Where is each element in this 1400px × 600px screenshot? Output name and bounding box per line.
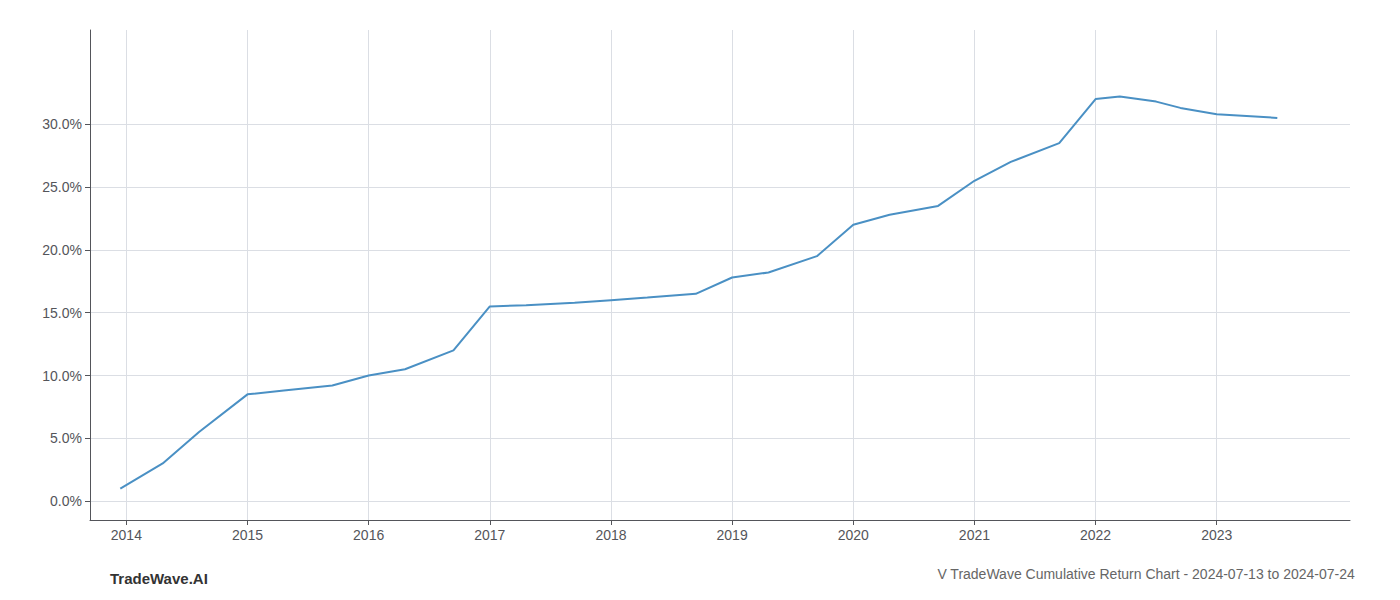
svg-text:30.0%: 30.0% <box>42 116 82 132</box>
svg-text:2023: 2023 <box>1201 527 1232 543</box>
svg-text:2015: 2015 <box>232 527 263 543</box>
svg-text:2014: 2014 <box>111 527 142 543</box>
svg-text:15.0%: 15.0% <box>42 305 82 321</box>
svg-text:10.0%: 10.0% <box>42 368 82 384</box>
svg-text:TradeWave.AI: TradeWave.AI <box>110 570 208 587</box>
svg-text:2020: 2020 <box>838 527 869 543</box>
svg-text:5.0%: 5.0% <box>50 430 82 446</box>
svg-text:2017: 2017 <box>474 527 505 543</box>
svg-text:2016: 2016 <box>353 527 384 543</box>
svg-text:2022: 2022 <box>1080 527 1111 543</box>
svg-text:2021: 2021 <box>959 527 990 543</box>
svg-text:0.0%: 0.0% <box>50 493 82 509</box>
svg-text:2018: 2018 <box>595 527 626 543</box>
svg-text:25.0%: 25.0% <box>42 179 82 195</box>
svg-text:2019: 2019 <box>717 527 748 543</box>
svg-text:V TradeWave Cumulative Return: V TradeWave Cumulative Return Chart - 20… <box>937 566 1355 582</box>
svg-text:20.0%: 20.0% <box>42 242 82 258</box>
